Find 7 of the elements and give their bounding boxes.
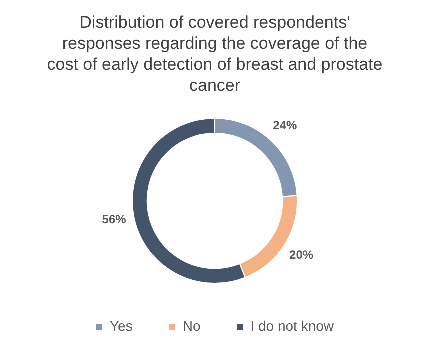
legend-label: No	[182, 318, 201, 334]
chart-title: Distribution of covered respondents' responses regarding the coverage of the cost of early detection of breast and prostate cancer	[46, 12, 384, 96]
data-label: 24%	[273, 118, 298, 133]
legend-label: Yes	[110, 318, 133, 334]
data-label: 56%	[102, 212, 127, 227]
legend-label: I do not know	[250, 318, 335, 334]
data-label: 20%	[290, 248, 314, 262]
